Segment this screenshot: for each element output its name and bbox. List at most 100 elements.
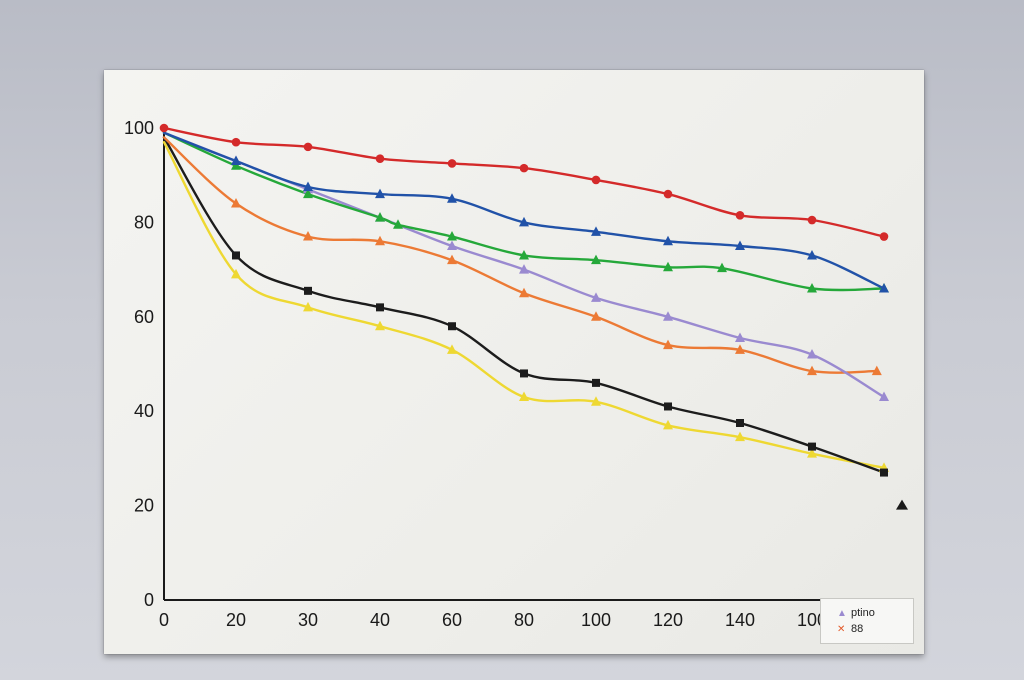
annotations (896, 499, 908, 510)
data-point-circle (807, 215, 817, 225)
data-point-circle (303, 142, 313, 152)
data-point-circle (447, 159, 457, 168)
y-tick-labels: 0 20 40 60 80 100 (124, 118, 154, 610)
x-tick-label: 0 (159, 610, 169, 630)
y-tick-label: 20 (134, 496, 154, 516)
legend-label-1: ptino (851, 607, 875, 619)
legend-label-2: 88 (851, 623, 864, 635)
legend-item-1: ▲ ptino (837, 607, 875, 619)
data-point-triangle (735, 240, 745, 250)
x-tick-label: 80 (514, 610, 534, 630)
data-point-circle (519, 163, 529, 173)
data-point-triangle (591, 292, 601, 302)
chart-board: 0 20 30 40 60 80 100 120 140 100 0 20 40 60 80 100 (104, 70, 924, 654)
series-line (162, 136, 886, 474)
data-point-triangle (303, 188, 313, 199)
legend: ▲ ptino ✕ 88 (820, 598, 914, 644)
y-tick-label: 80 (134, 212, 154, 232)
x-tick-label: 120 (653, 610, 683, 630)
data-point-triangle (879, 391, 889, 402)
x-tick-label: 140 (725, 610, 755, 630)
y-tick-label: 60 (134, 307, 154, 327)
data-point-triangle (447, 240, 457, 250)
data-point-circle (879, 232, 889, 241)
data-point-triangle (375, 212, 385, 222)
data-point-square (520, 369, 528, 378)
data-point-triangle (717, 262, 727, 273)
data-point-triangle (303, 231, 313, 241)
triangle-icon: ▲ (837, 608, 847, 619)
data-point-triangle (447, 193, 457, 203)
x-tick-labels: 0 20 30 40 60 80 100 120 140 100 (159, 610, 827, 630)
data-point-triangle (807, 365, 817, 376)
data-point-triangle (807, 448, 817, 458)
data-point-circle (591, 175, 601, 185)
data-point-square (880, 468, 888, 477)
data-point-triangle (231, 155, 241, 166)
data-point-circle (375, 154, 385, 163)
data-point-triangle (735, 431, 745, 442)
x-tick-label: 40 (370, 610, 390, 630)
data-point-triangle (807, 349, 817, 359)
data-point-triangle (447, 231, 457, 241)
data-point-square (448, 322, 456, 331)
line-chart: 0 20 30 40 60 80 100 120 140 100 0 20 40 60 80 100 (124, 118, 908, 630)
data-point-triangle (447, 344, 457, 354)
data-point-circle (231, 137, 241, 147)
data-point-triangle (663, 311, 673, 321)
series-line (162, 131, 886, 292)
axes (163, 126, 894, 601)
data-point-triangle (879, 282, 889, 293)
data-point-square (664, 402, 672, 411)
x-tick-label: 20 (226, 610, 246, 630)
data-point-triangle (519, 287, 529, 298)
data-point-circle (159, 123, 169, 133)
data-point-triangle (663, 419, 673, 430)
data-point-triangle (735, 332, 745, 343)
data-point-triangle (231, 268, 241, 279)
data-point-square (304, 286, 312, 295)
legend-item-2: ✕ 88 (837, 623, 863, 635)
stray-triangle-marker (896, 499, 908, 510)
data-point-triangle (519, 264, 529, 274)
data-point-square (808, 442, 816, 451)
y-tick-label: 0 (144, 590, 154, 610)
data-point-square (232, 251, 240, 260)
x-tick-label: 100 (581, 610, 611, 630)
data-point-triangle (519, 391, 529, 402)
data-point-triangle (231, 198, 241, 208)
y-tick-label: 100 (124, 118, 154, 138)
series-lines (162, 126, 886, 474)
series-line (162, 141, 886, 469)
data-point-triangle (871, 365, 882, 376)
data-point-circle (735, 211, 745, 220)
data-point-triangle (519, 249, 529, 260)
data-point-square (592, 378, 600, 387)
x-tick-label: 60 (442, 610, 462, 630)
data-point-triangle (807, 249, 817, 260)
x-tick-label: 30 (298, 610, 318, 630)
data-point-triangle (375, 188, 385, 199)
data-point-triangle (303, 181, 313, 191)
data-point-triangle (447, 254, 457, 265)
data-point-triangle (735, 344, 745, 354)
data-point-triangle (519, 216, 529, 227)
data-point-triangle (375, 320, 385, 331)
x-tick-label: 100 (797, 610, 827, 630)
data-point-square (736, 419, 744, 427)
data-point-circle (663, 189, 673, 199)
data-point-triangle (663, 261, 673, 272)
data-point-square (376, 303, 384, 312)
data-point-triangle (375, 235, 385, 246)
data-point-triangle (303, 301, 313, 312)
data-point-triangle (591, 396, 601, 406)
y-tick-label: 40 (134, 401, 154, 421)
data-point-triangle (591, 226, 601, 236)
data-point-triangle (807, 282, 817, 293)
data-point-triangle (663, 235, 673, 246)
data-point-triangle (393, 219, 403, 229)
series-markers (159, 123, 889, 477)
cross-icon: ✕ (837, 624, 846, 635)
data-point-triangle (591, 311, 601, 321)
data-point-triangle (591, 254, 601, 265)
